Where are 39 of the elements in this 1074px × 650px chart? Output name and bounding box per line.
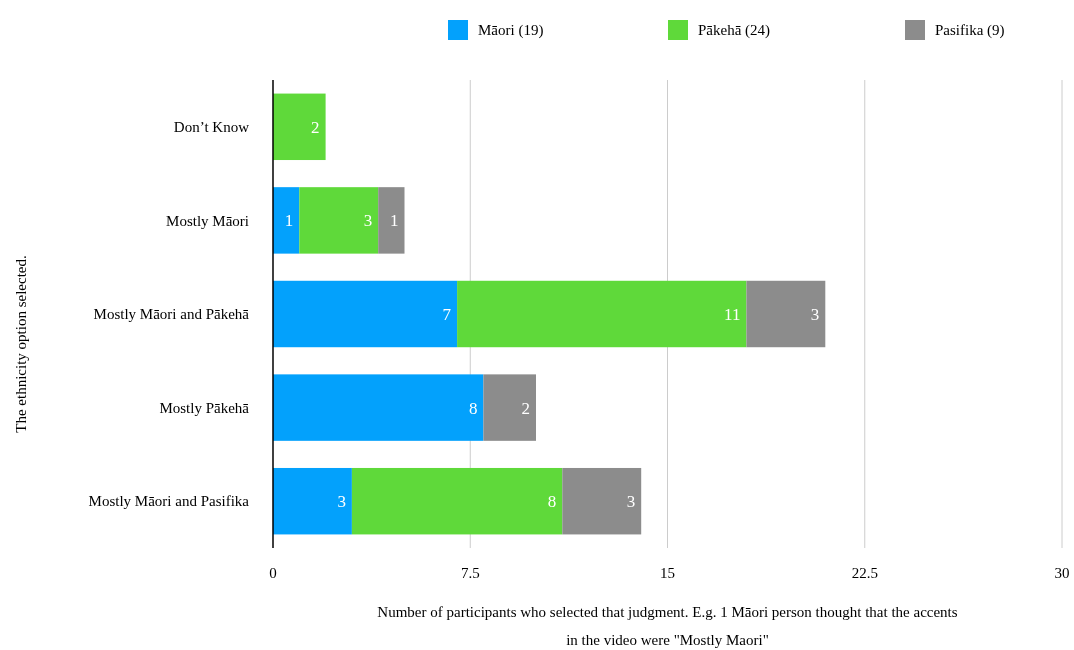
data-label: 1: [390, 211, 399, 231]
legend-label: Pākehā (24): [698, 22, 771, 40]
legend-label: Māori (19): [478, 22, 544, 40]
y-tick-label: Mostly Māori and Pasifika: [88, 493, 250, 510]
bar: [273, 467, 352, 535]
data-label: 3: [810, 304, 820, 324]
data-label: 3: [337, 492, 346, 512]
data-label: 3: [363, 211, 373, 231]
data-label: 3: [626, 492, 636, 512]
data-label: 1: [284, 211, 294, 231]
bar: [746, 280, 826, 348]
data-label: 2: [521, 398, 530, 418]
legend-label: Pasifika (9): [935, 22, 1005, 40]
bar: [299, 187, 379, 254]
y-tick-label: Mostly Māori: [166, 212, 249, 229]
bar: [457, 280, 747, 348]
x-tick-label: 15: [660, 565, 675, 581]
data-label: 2: [311, 117, 320, 137]
x-tick-label: 0: [269, 565, 277, 581]
data-label: 8: [547, 492, 557, 512]
y-tick-label: Mostly Māori and Pākehā: [93, 306, 250, 323]
y-axis-title: The ethnicity option selected.: [13, 255, 29, 433]
bar: [273, 187, 300, 254]
bar: [273, 280, 458, 348]
bar: [483, 374, 536, 441]
data-label: 8: [468, 398, 478, 418]
data-label: 7: [442, 304, 452, 324]
x-axis-title: Number of participants who selected that judgment. E.g. 1 Māori person thought that the accents in the video were "Mostly Maori": [377, 604, 958, 648]
x-tick-label: 7.5: [460, 565, 480, 581]
x-tick-label: 30: [1054, 565, 1070, 581]
bar: [378, 187, 405, 254]
bar: [562, 467, 642, 535]
y-tick-label: Mostly Pākehā: [159, 399, 250, 416]
bar: [273, 93, 326, 161]
data-label: 11: [724, 304, 741, 324]
bar: [273, 374, 484, 441]
bar: [351, 467, 563, 535]
x-tick-label: 22.5: [851, 565, 878, 581]
y-tick-label: Don’t Know: [173, 119, 250, 136]
